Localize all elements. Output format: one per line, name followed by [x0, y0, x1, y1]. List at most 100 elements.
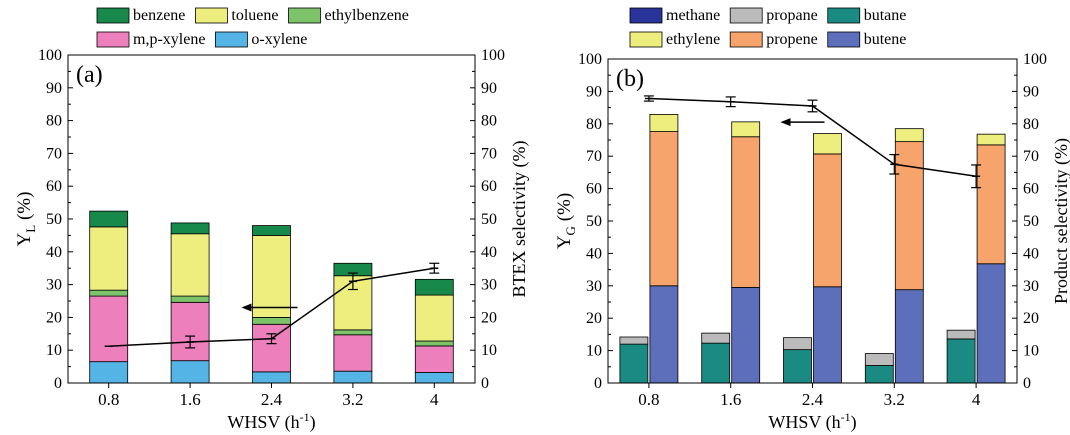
y2-tick-label: 50 [1023, 213, 1039, 230]
y2-tick-label: 80 [1023, 116, 1039, 133]
y2-tick-label: 60 [481, 178, 497, 195]
y2-tick-label: 30 [1023, 278, 1039, 295]
bar-ethylene [976, 133, 1006, 146]
y-tick-label: 100 [578, 51, 602, 68]
y2-axis-label: Product selectivity (%) [1051, 138, 1070, 304]
y-tick-label: 90 [46, 80, 62, 97]
legend-label-o_xylene: o-xylene [251, 31, 307, 48]
chart-panel-a: benzene toluene ethylbenzene m,p-xylene o-xy… [14, 7, 530, 433]
x-tick-label: 4 [430, 390, 439, 409]
y2-tick-label: 50 [481, 211, 497, 228]
x-tick-label: 1.6 [179, 390, 200, 409]
bar-mp_xylene [170, 301, 210, 362]
bar-benzene [170, 222, 210, 235]
legend-swatch-ethylene [629, 31, 663, 48]
legend-label-mp_xylene: m,p-xylene [133, 31, 205, 48]
bar-o_xylene [252, 371, 291, 384]
bar-ethylene [649, 114, 679, 132]
y2-tick-label: 40 [1023, 245, 1039, 262]
legend-swatch-mp_xylene [96, 31, 130, 48]
x-tick-label: 4 [972, 390, 981, 409]
legend-label-ethylbenzene: ethylbenzene [325, 7, 409, 24]
legend-label-propane: propane [766, 7, 818, 24]
bar-butene [813, 286, 842, 384]
legend-swatch-butane [827, 7, 861, 24]
y-tick-label: 0 [594, 375, 602, 392]
y2-tick-label: 0 [1023, 375, 1031, 392]
bar-butane [619, 343, 649, 384]
bar-o_xylene [170, 360, 210, 384]
bar-butene [894, 289, 924, 384]
bar-ethylbenzene [333, 329, 373, 336]
y-tick-label: 90 [586, 83, 602, 100]
y2-tick-label: 100 [481, 47, 505, 64]
bar-benzene [414, 278, 454, 296]
bar-propane [783, 337, 812, 351]
legend-swatch-toluene [195, 7, 228, 24]
y2-tick-label: 0 [481, 375, 489, 392]
bar-ethylbenzene [170, 295, 210, 303]
y2-tick-label: 80 [481, 113, 497, 130]
x-tick-label: 0.8 [98, 390, 119, 409]
bar-propene [976, 144, 1006, 265]
bar-ethylbenzene [252, 316, 291, 325]
legend-label-toluene: toluene [231, 7, 278, 24]
axis-arrow-head [241, 303, 252, 312]
bar-butane [701, 342, 731, 384]
bar-benzene [89, 210, 129, 228]
y2-tick-label: 100 [1023, 51, 1047, 68]
legend-label-butene: butene [864, 31, 907, 48]
legend-swatch-propane [729, 7, 763, 24]
y-tick-label: 10 [46, 342, 62, 359]
x-tick-label: 3.2 [342, 390, 363, 409]
y-tick-label: 40 [46, 244, 62, 261]
bar-toluene [170, 233, 210, 297]
y2-axis-label: BTEX selectivity (%) [509, 141, 530, 298]
x-tick-label: 1.6 [720, 390, 741, 409]
bar-propene [894, 141, 924, 291]
x-tick-label: 3.2 [884, 390, 905, 409]
y-tick-label: 70 [586, 148, 602, 165]
y-tick-label: 80 [586, 116, 602, 133]
bar-butane [946, 338, 976, 384]
legend-swatch-methane [629, 7, 663, 24]
legend-swatch-ethylbenzene [288, 7, 321, 24]
bar-propane [864, 353, 894, 366]
bar-toluene [414, 294, 454, 342]
x-axis-label: WHSV (h-1) [768, 410, 856, 433]
y2-tick-label: 90 [481, 80, 497, 97]
bar-propane [619, 336, 649, 345]
y-tick-label: 100 [38, 47, 62, 64]
bar-o_xylene [333, 370, 373, 384]
bar-mp_xylene [414, 345, 454, 373]
y-tick-label: 40 [586, 245, 602, 262]
panel-label: (a) [76, 62, 103, 88]
bar-ethylene [731, 121, 761, 138]
y-tick-label: 60 [46, 178, 62, 195]
y-tick-label: 50 [46, 211, 62, 228]
y-tick-label: 80 [46, 113, 62, 130]
legend-label-ethylene: ethylene [666, 31, 720, 48]
y2-tick-label: 70 [1023, 148, 1039, 165]
bar-propene [813, 153, 842, 288]
bar-mp_xylene [89, 295, 129, 363]
y2-tick-label: 10 [1023, 343, 1039, 360]
bar-mp_xylene [252, 323, 291, 373]
y-tick-label: 60 [586, 181, 602, 198]
legend-label-propene: propene [766, 31, 818, 48]
legend-label-butane: butane [864, 7, 907, 24]
legend-swatch-propene [729, 31, 763, 48]
axis-arrow-head [780, 118, 791, 127]
bar-ethylene [894, 128, 924, 143]
bar-ethylbenzene [414, 340, 454, 347]
bar-o_xylene [89, 361, 129, 384]
y2-tick-label: 90 [1023, 83, 1039, 100]
bar-ethylene [813, 133, 842, 155]
legend-swatch-butene [827, 31, 861, 48]
y2-tick-label: 10 [481, 342, 497, 359]
bar-propene [649, 131, 679, 287]
legend-label-benzene: benzene [133, 7, 185, 24]
y-tick-label: 20 [46, 309, 62, 326]
bar-mp_xylene [333, 334, 373, 372]
y-axis-label: YG (%) [554, 193, 578, 249]
